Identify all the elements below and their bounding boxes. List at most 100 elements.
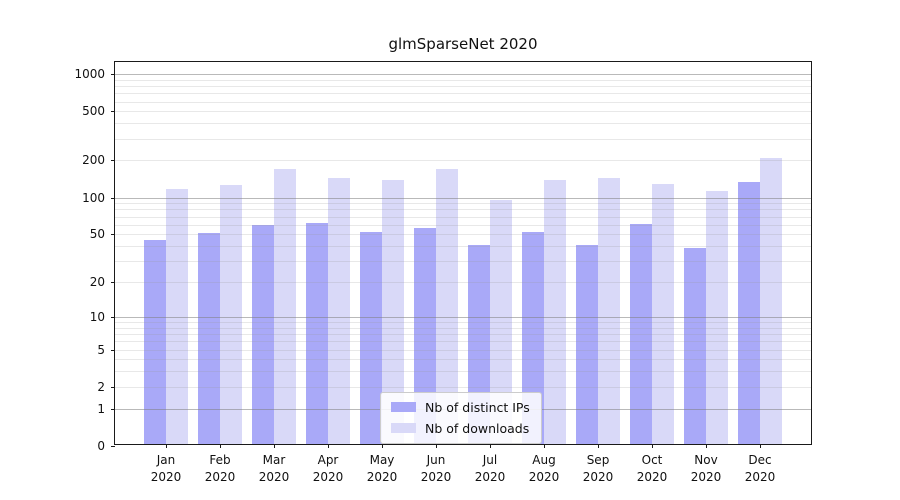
y-tick bbox=[111, 160, 115, 162]
x-tick bbox=[274, 444, 275, 448]
x-tick bbox=[652, 444, 653, 448]
legend: Nb of distinct IPs Nb of downloads bbox=[380, 392, 542, 444]
gridline-minor bbox=[115, 224, 811, 226]
gridline-minor bbox=[115, 101, 811, 103]
y-tick-label: 50 bbox=[89, 227, 105, 242]
x-tick-label: Jan 2020 bbox=[150, 453, 182, 484]
y-tick bbox=[111, 316, 115, 318]
y-tick-label: 20 bbox=[89, 275, 105, 290]
x-tick bbox=[760, 444, 761, 448]
x-tick-label: May 2020 bbox=[366, 453, 398, 484]
y-tick-label: 2 bbox=[97, 379, 105, 394]
bar-distinct-ips-jan bbox=[144, 240, 166, 444]
gridline-minor bbox=[115, 334, 811, 335]
x-tick-label: Oct 2020 bbox=[636, 453, 668, 484]
y-tick-label: 100 bbox=[82, 190, 105, 205]
legend-row-downloads: Nb of downloads bbox=[391, 419, 530, 437]
gridline-minor bbox=[115, 246, 811, 247]
x-tick bbox=[166, 444, 167, 448]
bar-downloads-jul bbox=[490, 199, 512, 444]
x-tick-label: Feb 2020 bbox=[204, 453, 236, 484]
gridline-minor bbox=[115, 282, 811, 284]
y-tick bbox=[111, 349, 115, 351]
y-tick bbox=[111, 74, 115, 75]
y-tick bbox=[111, 446, 115, 447]
gridline-minor bbox=[115, 234, 811, 236]
y-tick-label: 200 bbox=[82, 153, 105, 168]
bar-downloads-mar bbox=[274, 169, 296, 444]
x-tick bbox=[382, 444, 383, 448]
gridline-minor bbox=[115, 203, 811, 205]
y-tick-label: 1 bbox=[97, 401, 105, 416]
bar-downloads-apr bbox=[328, 177, 350, 444]
gridline-minor bbox=[115, 327, 811, 329]
bar-downloads-sep bbox=[598, 177, 620, 444]
y-tick-label: 500 bbox=[82, 104, 105, 119]
y-tick bbox=[111, 234, 115, 236]
y-tick-label: 0 bbox=[97, 439, 105, 453]
x-tick-label: Dec 2020 bbox=[744, 453, 776, 484]
y-tick-label: 5 bbox=[97, 342, 105, 357]
legend-swatch-downloads bbox=[391, 423, 416, 433]
y-tick bbox=[111, 282, 115, 284]
bar-distinct-ips-nov bbox=[684, 248, 706, 444]
x-tick bbox=[544, 444, 545, 448]
bar-distinct-ips-aug bbox=[522, 232, 544, 444]
gridline-minor bbox=[115, 123, 811, 125]
x-tick bbox=[490, 444, 491, 448]
bar-distinct-ips-oct bbox=[630, 224, 652, 444]
bar-downloads-may bbox=[382, 179, 404, 444]
bar-downloads-jan bbox=[166, 189, 188, 444]
x-tick-label: Nov 2020 bbox=[690, 453, 722, 484]
bar-downloads-feb bbox=[220, 185, 242, 444]
bar-downloads-jun bbox=[436, 169, 458, 444]
gridline-minor bbox=[115, 349, 811, 351]
x-tick bbox=[706, 444, 707, 448]
gridline-minor bbox=[115, 93, 811, 95]
gridline-major bbox=[115, 316, 811, 318]
x-tick-label: Sep 2020 bbox=[582, 453, 614, 484]
legend-label-downloads: Nb of downloads bbox=[425, 420, 530, 436]
gridline-minor bbox=[115, 111, 811, 113]
gridline-minor bbox=[115, 371, 811, 373]
bar-distinct-ips-feb bbox=[198, 233, 220, 444]
bar-distinct-ips-mar bbox=[252, 225, 274, 444]
bar-distinct-ips-dec bbox=[738, 182, 760, 444]
gridline-minor bbox=[115, 341, 811, 343]
bar-distinct-ips-sep bbox=[576, 245, 598, 444]
bar-downloads-aug bbox=[544, 179, 566, 444]
gridline-minor bbox=[115, 79, 811, 81]
gridline-minor bbox=[115, 216, 811, 218]
bar-downloads-dec bbox=[760, 158, 782, 444]
gridline-minor bbox=[115, 386, 811, 388]
y-tick bbox=[111, 197, 115, 199]
x-tick-label: Aug 2020 bbox=[528, 453, 560, 484]
y-tick bbox=[111, 408, 115, 410]
gridline-major bbox=[115, 197, 811, 199]
legend-label-distinct-ips: Nb of distinct IPs bbox=[425, 399, 530, 415]
y-tick bbox=[111, 386, 115, 388]
x-tick bbox=[436, 444, 437, 448]
x-tick-label: Mar 2020 bbox=[258, 453, 290, 484]
bar-distinct-ips-jun bbox=[414, 228, 436, 444]
gridline-major bbox=[115, 74, 811, 75]
x-tick-label: Jul 2020 bbox=[474, 453, 506, 484]
bar-distinct-ips-apr bbox=[306, 222, 328, 444]
y-tick-label: 10 bbox=[89, 309, 105, 324]
bar-downloads-oct bbox=[652, 184, 674, 444]
plot-area: 0 1 2 5 10 20 50 100 200 500 1000 Jan 2020 Feb 2020 M… bbox=[74, 61, 812, 484]
x-tick-label: Jun 2020 bbox=[420, 453, 452, 484]
gridline-minor bbox=[115, 359, 811, 361]
x-tick bbox=[598, 444, 599, 448]
x-tick-label: Apr 2020 bbox=[312, 453, 344, 484]
gridline-minor bbox=[115, 322, 811, 323]
gridline-minor bbox=[115, 209, 811, 211]
gridline-minor bbox=[115, 261, 811, 263]
gridline-minor bbox=[115, 138, 811, 140]
gridline-minor bbox=[115, 86, 811, 87]
x-tick bbox=[220, 444, 221, 448]
y-tick bbox=[111, 111, 115, 113]
y-tick-label: 1000 bbox=[74, 67, 105, 81]
x-tick bbox=[328, 444, 329, 448]
